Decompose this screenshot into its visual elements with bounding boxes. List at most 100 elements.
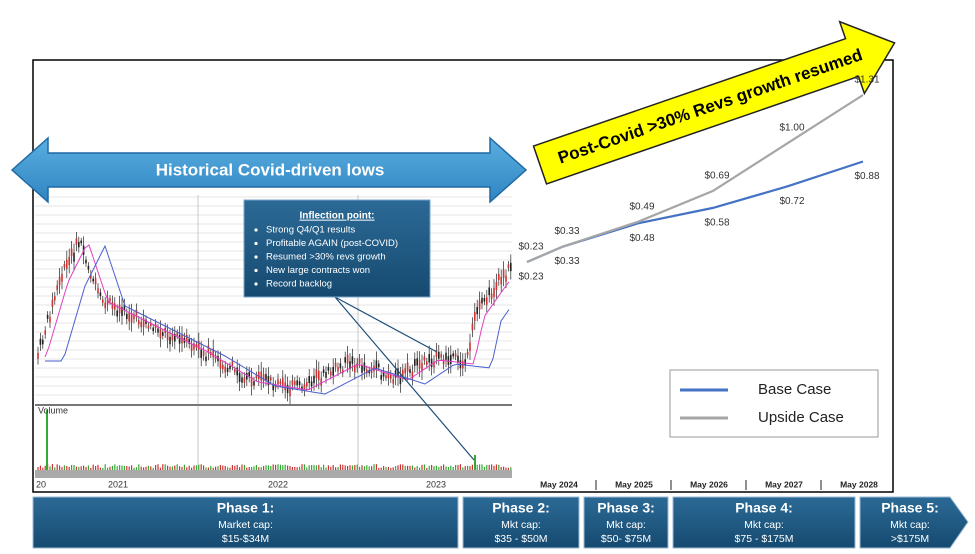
volume-bar (416, 466, 418, 470)
candle-body (363, 362, 366, 371)
volume-bar (361, 465, 363, 470)
candle-body (246, 372, 248, 380)
volume-bar (275, 464, 277, 470)
volume-bar (354, 464, 356, 470)
candle-body (94, 278, 97, 285)
candle-body (493, 288, 495, 297)
candle-body (500, 276, 502, 285)
candle-body (481, 297, 483, 304)
volume-bar (71, 464, 73, 470)
candle-body (174, 333, 176, 342)
candle-body (452, 353, 454, 357)
historical-arrow (10, 136, 528, 204)
candle-body (123, 304, 126, 310)
phase-cap-label: Mkt cap: (501, 519, 541, 531)
moving-average (45, 244, 510, 395)
candle-body (318, 370, 320, 381)
volume-bar (116, 466, 118, 470)
volume-bar (493, 465, 495, 470)
volume-bar (349, 465, 351, 470)
volume-bar (450, 465, 452, 470)
candle-body (483, 298, 486, 302)
candle-body (188, 339, 190, 344)
candle-body (358, 358, 361, 364)
bullet-dot (254, 268, 258, 273)
candle-body (411, 371, 414, 379)
volume-bar (263, 466, 265, 470)
volume-bar (114, 464, 116, 470)
candle-body (289, 388, 291, 397)
volume-bar (241, 464, 243, 470)
candle-body (406, 362, 409, 372)
candle-body (109, 298, 111, 302)
volume-bar (479, 464, 481, 470)
candle-body (454, 353, 457, 357)
value-label: $0.49 (629, 201, 654, 212)
volume-bar (390, 467, 392, 470)
volume-bar (507, 467, 509, 470)
phase-cap-label: Mkt cap: (890, 519, 930, 531)
candle-body (212, 348, 214, 358)
volume-bar (193, 465, 195, 470)
candle-body (260, 371, 262, 381)
legend (669, 369, 879, 438)
volume-bar (459, 464, 461, 470)
volume-bar (253, 466, 255, 470)
candle-body (308, 376, 310, 384)
series-line (526, 94, 864, 264)
candle-body (171, 333, 174, 341)
phase-title: Phase 3: (597, 500, 655, 516)
volume-bar (215, 466, 217, 470)
volume-bar (210, 465, 212, 470)
bullet-dot (254, 241, 258, 246)
candle-body (205, 356, 207, 362)
volume-bar (483, 466, 485, 470)
volume-bar (246, 467, 248, 470)
candle-body (121, 307, 123, 316)
volume-bar (435, 465, 437, 470)
volume-bar (217, 466, 219, 470)
candle-body (349, 361, 351, 370)
volume-bar (411, 465, 413, 470)
volume-bar (131, 465, 133, 470)
candle-body (291, 379, 294, 386)
candle-body (346, 354, 349, 364)
candle-body (90, 274, 92, 279)
candle-body (445, 352, 447, 360)
phase-box (583, 496, 669, 549)
candle-body (327, 366, 330, 371)
candle-body (42, 339, 44, 345)
volume-bar (330, 466, 332, 470)
candle-body (258, 371, 260, 380)
volume-bar (207, 467, 209, 470)
volume-bar (423, 464, 425, 470)
phase-cap-label: Mkt cap: (606, 519, 646, 531)
candle-body (356, 362, 358, 368)
volume-bar (426, 467, 428, 470)
candle-body (476, 306, 478, 315)
volume-bar (366, 465, 368, 470)
bullet-text: Profitable AGAIN (post-COVID) (266, 238, 398, 249)
bullet-dot (254, 228, 258, 232)
candle-body (226, 367, 229, 373)
candle-body (490, 293, 493, 299)
volume-bar (469, 466, 471, 470)
pointer (334, 296, 475, 461)
candle-body (66, 259, 68, 269)
legend-label: Base Case (758, 381, 831, 398)
volume-bar (383, 466, 385, 470)
volume-bar (397, 465, 399, 470)
volume-bar (491, 464, 493, 470)
candle-body (70, 248, 73, 257)
candle-body (37, 352, 39, 359)
volume-bar (157, 464, 159, 470)
volume-bar (495, 464, 497, 470)
candle-body (236, 367, 238, 376)
candle-body (447, 356, 450, 365)
volume-bar (198, 464, 200, 470)
value-label: $0.33 (554, 256, 579, 267)
candle-body (418, 359, 421, 369)
candle-body (219, 360, 222, 369)
phase-title: Phase 5: (881, 500, 939, 516)
candle-body (339, 363, 342, 369)
